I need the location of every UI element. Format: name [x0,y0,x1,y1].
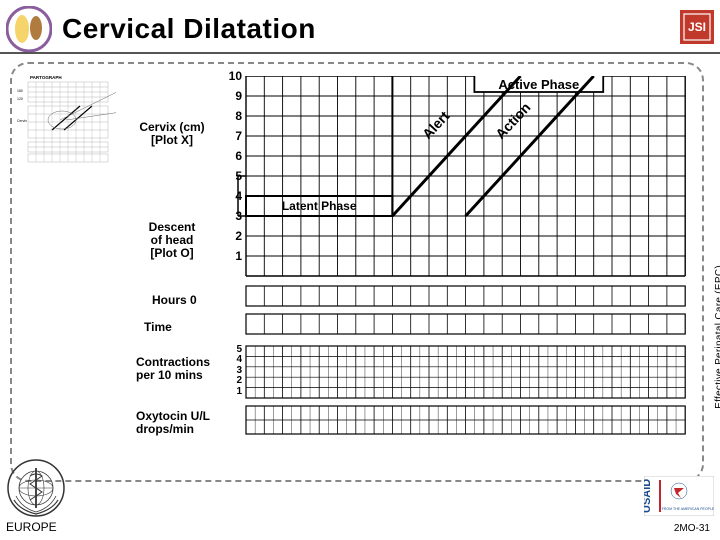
partograph-thumbnail: PARTOGRAPH [16,72,116,167]
usaid-logo: USAID FROM THE AMERICAN PEOPLE [644,476,714,516]
slide: Cervical Dilatation JSI Effective Perina… [0,0,720,540]
svg-text:USAID: USAID [644,479,653,513]
europe-label: EUROPE [6,520,57,534]
svg-text:FROM THE AMERICAN PEOPLE: FROM THE AMERICAN PEOPLE [662,507,714,511]
svg-text:Active Phase: Active Phase [498,77,579,92]
partograph-chart: 1098765432154321 Cervix (cm) [Plot X] De… [136,76,696,476]
slide-number: 2MO-31 [674,523,710,534]
svg-text:120: 120 [17,97,23,101]
page-title: Cervical Dilatation [62,13,316,45]
jsi-text: JSI [688,20,706,34]
header-oval-logo [6,6,52,52]
header-divider [0,52,720,54]
who-logo [6,458,66,518]
svg-text:Latent Phase: Latent Phase [282,199,357,213]
svg-text:Cervix: Cervix [17,119,27,123]
jsi-logo: JSI [680,10,714,44]
header: Cervical Dilatation [0,0,720,58]
svg-text:PARTOGRAPH: PARTOGRAPH [30,75,62,80]
svg-text:160: 160 [17,89,23,93]
side-label: Effective Perinatal Care (EPC) [714,265,720,409]
partograph-svg: Active PhaseLatent PhaseAlertAction [136,76,696,476]
